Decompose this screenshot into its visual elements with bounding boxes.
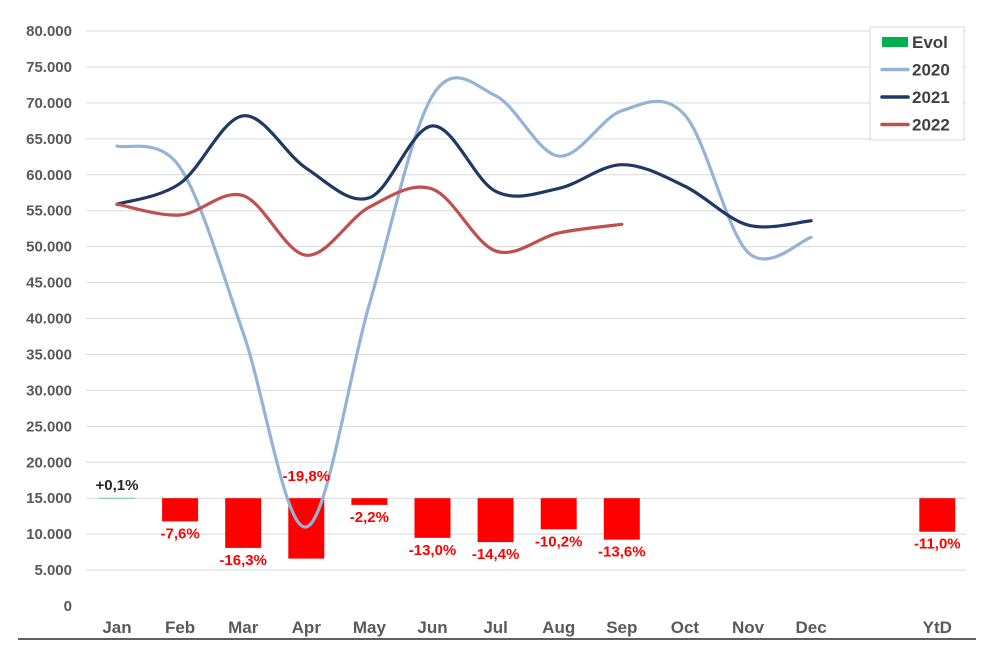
x-tick-label: Dec xyxy=(796,618,827,637)
y-tick-label: 20.000 xyxy=(26,454,72,471)
y-tick-label: 55.000 xyxy=(26,203,72,220)
evol-data-label: -7,6% xyxy=(161,525,200,542)
y-axis-ticks: 0 5.000 10.000 15.000 20.000 25.000 30.000 35.0… xyxy=(26,23,72,615)
legend: Evol 2020 2021 2022 xyxy=(869,26,965,141)
y-tick-label: 35.000 xyxy=(26,346,72,363)
x-tick-label: Feb xyxy=(165,618,195,637)
x-tick-label: Sep xyxy=(606,618,637,637)
x-tick-label: Aug xyxy=(542,618,575,637)
y-tick-label: 50.000 xyxy=(26,239,72,256)
x-tick-label: Nov xyxy=(732,618,765,637)
y-tick-label: 70.000 xyxy=(26,95,72,112)
evol-data-label: -13,6% xyxy=(598,544,646,561)
y-tick-label: 40.000 xyxy=(26,311,72,328)
series-line-2020 xyxy=(115,76,813,529)
x-tick-label: Jun xyxy=(417,618,447,637)
series-line-2022 xyxy=(115,185,624,257)
evol-bar xyxy=(603,498,640,540)
evol-bar xyxy=(225,498,262,548)
evol-data-label: -10,2% xyxy=(535,533,583,550)
legend-swatch xyxy=(882,37,908,47)
y-tick-label: 25.000 xyxy=(26,418,72,435)
evol-data-label: -16,3% xyxy=(219,552,267,569)
evol-data-label: -13,0% xyxy=(409,542,457,559)
evol-data-label: +0,1% xyxy=(96,477,139,494)
legend-label: Evol xyxy=(912,33,948,52)
evol-bar xyxy=(99,497,135,499)
legend-label: 2022 xyxy=(912,116,950,135)
evol-bar xyxy=(162,498,199,522)
y-tick-label: 75.000 xyxy=(26,59,72,76)
y-tick-label: 0 xyxy=(64,598,72,615)
y-tick-label: 5.000 xyxy=(34,562,72,579)
evol-bar xyxy=(540,498,577,530)
x-tick-label: Jul xyxy=(483,618,508,637)
evol-data-label: -2,2% xyxy=(350,509,389,526)
y-tick-label: 80.000 xyxy=(26,23,72,40)
evol-bar xyxy=(919,498,956,532)
evol-data-label: -11,0% xyxy=(914,536,961,553)
series-lines xyxy=(115,76,813,529)
y-tick-label: 15.000 xyxy=(26,490,72,507)
gridlines xyxy=(86,30,966,571)
evol-bars xyxy=(99,497,956,559)
y-tick-label: 45.000 xyxy=(26,275,72,292)
x-tick-label: Apr xyxy=(292,618,322,637)
y-tick-label: 10.000 xyxy=(26,526,72,543)
y-tick-label: 30.000 xyxy=(26,382,72,399)
evol-data-labels: +0,1%-7,6%-16,3%-19,8%-2,2%-13,0% -14,4%-… xyxy=(96,468,961,569)
evol-bar xyxy=(477,498,514,543)
evol-bar xyxy=(351,498,388,505)
x-tick-label: Oct xyxy=(671,618,700,637)
x-axis-ticks: Jan Feb Mar Apr May Jun Jul Aug Sep Oct Nov Dec YtD xyxy=(102,618,952,637)
series-line-2021 xyxy=(115,114,813,229)
y-tick-label: 65.000 xyxy=(26,131,72,148)
x-tick-label: Mar xyxy=(228,618,259,637)
evol-bar xyxy=(414,498,451,538)
legend-label: 2020 xyxy=(912,61,950,80)
x-tick-label: YtD xyxy=(923,618,952,637)
x-tick-label: May xyxy=(353,618,387,637)
legend-label: 2021 xyxy=(912,88,950,107)
evol-data-label: -14,4% xyxy=(472,546,520,563)
y-tick-label: 60.000 xyxy=(26,167,72,184)
x-tick-label: Jan xyxy=(102,618,131,637)
evol-data-label: -19,8% xyxy=(283,468,331,485)
